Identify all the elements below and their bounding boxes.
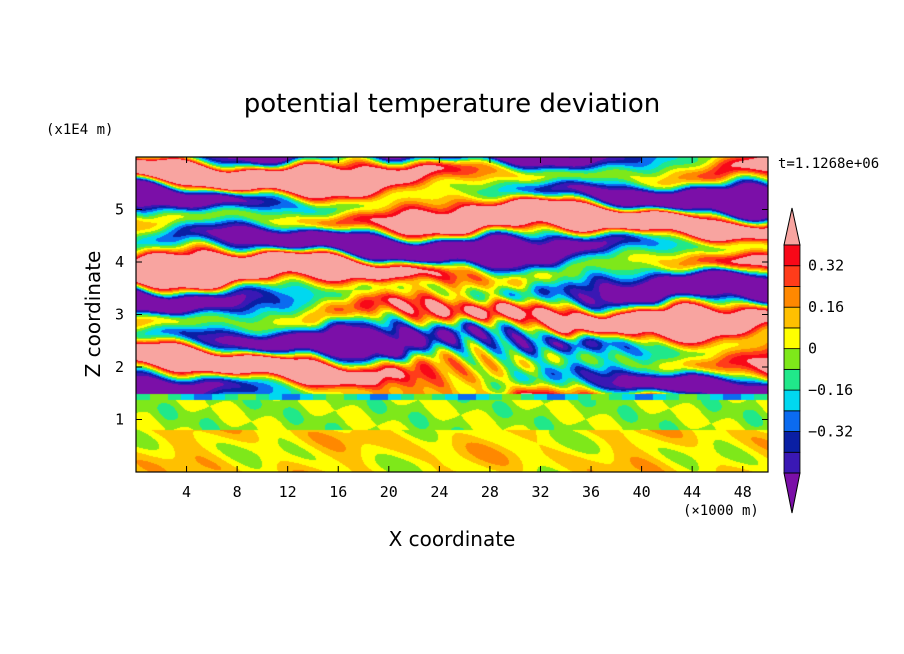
- colorbar: 0.32 0.16 0 −0.16 −0.32: [783, 207, 853, 514]
- x-tick-label: 36: [582, 483, 600, 501]
- colorbar-box: [783, 265, 801, 287]
- colorbar-box: [783, 410, 801, 432]
- x-unit-label: (×1000 m): [683, 503, 759, 519]
- colorbar-box: [783, 368, 801, 391]
- x-tick-label: 28: [481, 483, 499, 501]
- colorbar-box: [783, 244, 801, 267]
- x-tick-label: 24: [430, 483, 448, 501]
- colorbar-tick-label: 0: [808, 340, 817, 358]
- y-axis-ticks: 1 2 3 4 5: [115, 201, 768, 429]
- x-tick-label: 4: [182, 483, 191, 501]
- y-tick-label: 4: [115, 253, 124, 271]
- colorbar-box: [783, 389, 801, 412]
- contour-field: [136, 157, 768, 472]
- chart-title: potential temperature deviation: [244, 89, 660, 119]
- x-tick-label: 48: [734, 483, 752, 501]
- x-axis-label: X coordinate: [389, 527, 516, 551]
- y-unit-label: (x1E4 m): [46, 122, 113, 138]
- x-tick-label: 32: [531, 483, 549, 501]
- x-tick-label: 20: [380, 483, 398, 501]
- y-tick-label: 5: [115, 201, 124, 219]
- x-tick-label: 16: [329, 483, 347, 501]
- x-tick-label: 8: [233, 483, 242, 501]
- colorbar-tick-label: −0.16: [808, 381, 853, 399]
- colorbar-box: [783, 327, 801, 350]
- colorbar-tick-label: 0.16: [808, 298, 844, 316]
- colorbar-tick-label: −0.32: [808, 423, 853, 441]
- y-tick-label: 1: [115, 411, 124, 429]
- time-label: t=1.1268e+06: [778, 156, 879, 172]
- colorbar-box: [783, 286, 801, 308]
- x-tick-label: 40: [633, 483, 651, 501]
- colorbar-box: [783, 431, 801, 453]
- y-tick-label: 3: [115, 306, 124, 324]
- colorbar-box: [783, 306, 801, 329]
- x-tick-label: 12: [279, 483, 297, 501]
- contour-fill: [136, 157, 768, 472]
- colorbar-extend-min: [783, 472, 801, 514]
- y-axis-label: Z coordinate: [81, 251, 105, 378]
- colorbar-box: [783, 451, 801, 474]
- colorbar-tick-label: 0.32: [808, 257, 844, 275]
- colorbar-box: [783, 348, 801, 370]
- x-axis-ticks: 4 8 12 16 20 24 28 32 36 40 44 48: [182, 157, 752, 501]
- colorbar-extend-max: [783, 207, 801, 246]
- x-tick-label: 44: [683, 483, 701, 501]
- y-tick-label: 2: [115, 358, 124, 376]
